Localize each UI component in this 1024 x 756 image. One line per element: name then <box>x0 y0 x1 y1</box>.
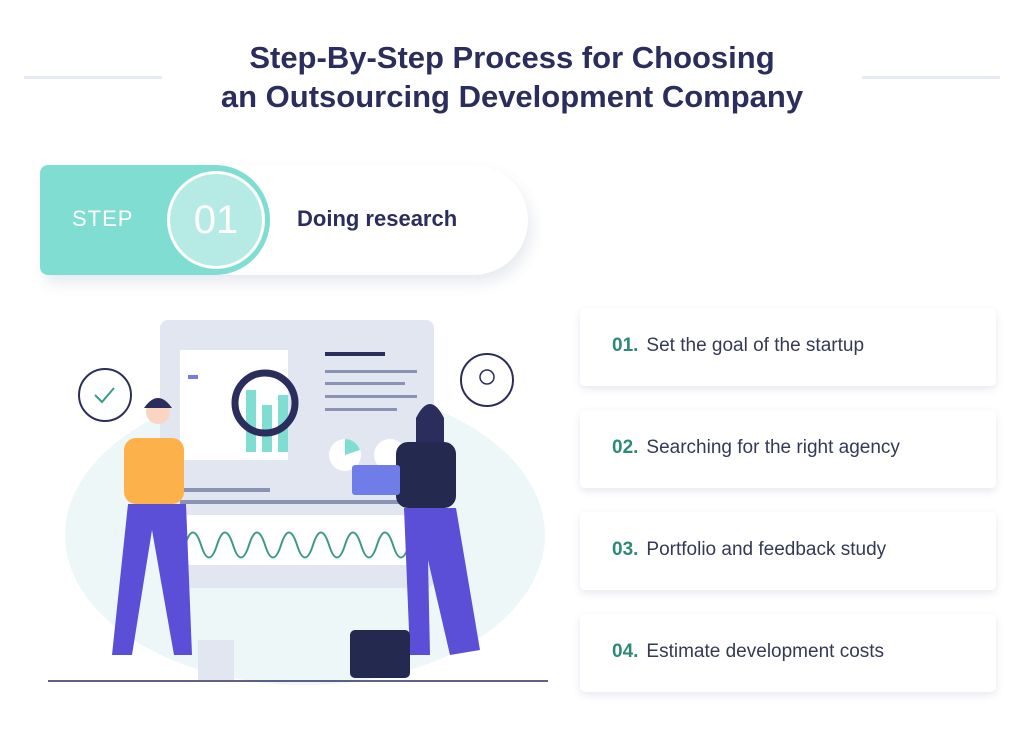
item-number: 01. <box>612 335 639 356</box>
item-number: 04. <box>612 641 639 662</box>
title-line-1: Step-By-Step Process for Choosing <box>249 40 775 75</box>
item-text: Searching for the right agency <box>646 437 900 458</box>
list-item: 02. Searching for the right agency <box>580 410 996 488</box>
magnifier-icon <box>231 369 299 437</box>
divider-left <box>24 76 162 79</box>
title-line-2: an Outsourcing Development Company <box>220 79 804 114</box>
lightbulb-bubble-icon <box>460 353 514 407</box>
item-number: 02. <box>612 437 639 458</box>
list-item: 03. Portfolio and feedback study <box>580 512 996 590</box>
item-text: Set the goal of the startup <box>646 335 865 356</box>
check-bubble-icon <box>78 368 132 422</box>
divider-right <box>862 76 1000 79</box>
list-item: 04. Estimate development costs <box>580 614 996 692</box>
step-label: STEP <box>72 206 134 231</box>
item-text: Estimate development costs <box>646 641 885 662</box>
list-item: 01. Set the goal of the startup <box>580 308 996 386</box>
research-illustration <box>48 320 548 685</box>
briefcase-icon <box>350 630 410 678</box>
page-title: Step-By-Step Process for Choosing an Out… <box>0 38 1024 116</box>
item-number: 03. <box>612 539 639 560</box>
step-number: 01 <box>167 171 265 269</box>
step-name: Doing research <box>297 206 458 231</box>
item-text: Portfolio and feedback study <box>646 539 887 560</box>
